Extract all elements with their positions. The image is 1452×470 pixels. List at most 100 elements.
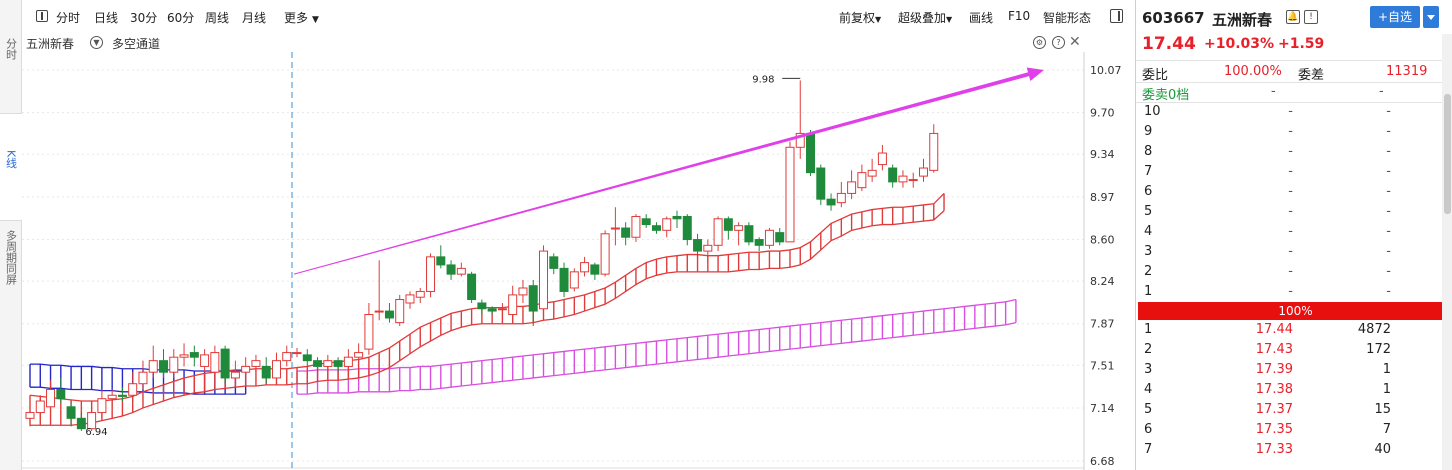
channel-pink-upper [297, 298, 1017, 372]
period-30min[interactable]: 30分 [130, 11, 158, 25]
candle-body [117, 394, 127, 397]
buy-level-price: 17.35 [1255, 422, 1293, 437]
kline-chart[interactable]: 10.07 9.70 9.34 8.97 8.60 8.24 7.87 7.51 7.14 6.6… [22, 52, 1130, 470]
candle-body [497, 308, 507, 311]
candle-body [703, 244, 713, 252]
alert-icon[interactable]: ! [1304, 10, 1318, 24]
sell-level-row[interactable]: 2 - - [1136, 264, 1442, 284]
sell-level-price: - [1288, 204, 1293, 219]
buy-level-row[interactable]: 2 17.43 172 [1136, 342, 1442, 362]
candle-body [56, 388, 66, 400]
sell-level-row[interactable]: 10 - - [1136, 104, 1442, 124]
sell-level-row[interactable]: 6 - - [1136, 184, 1442, 204]
candle-body [898, 175, 908, 183]
candle-body [816, 167, 826, 200]
candle-body [261, 365, 271, 379]
candle-body [508, 294, 518, 316]
channel-blue-lower [30, 386, 246, 395]
close-icon[interactable]: ✕ [1069, 34, 1081, 50]
add-watchlist-menu-icon[interactable] [1423, 6, 1439, 28]
settings-icon[interactable]: ⚙ [1033, 36, 1046, 49]
period-60min[interactable]: 60分 [167, 11, 195, 25]
buy-level-row[interactable]: 6 17.35 7 [1136, 422, 1442, 442]
adjust-menu[interactable]: 前复权▼ [839, 9, 881, 26]
buy-level-label: 7 [1144, 442, 1153, 457]
candle-body [138, 371, 148, 385]
candle-body [25, 412, 35, 419]
candle-body [580, 262, 590, 273]
candle-body [477, 302, 487, 310]
sell-level-row[interactable]: 9 - - [1136, 124, 1442, 144]
sell-level-row[interactable]: 5 - - [1136, 204, 1442, 224]
candle-body [374, 310, 384, 313]
candle-body [76, 417, 86, 430]
sell-level-row[interactable]: 4 - - [1136, 224, 1442, 244]
candle-body [426, 256, 436, 292]
tab-kline[interactable]: K线 [0, 113, 22, 221]
sell-level-row[interactable]: 3 - - [1136, 244, 1442, 264]
buy-level-row[interactable]: 4 17.38 1 [1136, 382, 1442, 402]
last-price: 17.44 [1142, 34, 1196, 54]
buy-level-volume: 4872 [1357, 322, 1391, 337]
add-watchlist-button[interactable]: +自选 [1370, 6, 1420, 28]
stock-name: 五洲新春 [1212, 11, 1273, 29]
buy-level-row[interactable]: 3 17.39 1 [1136, 362, 1442, 382]
sell-level-label: 7 [1144, 164, 1153, 179]
sell-level-row[interactable]: 8 - - [1136, 144, 1442, 164]
buy-level-row[interactable]: 1 17.44 4872 [1136, 322, 1442, 342]
layout-icon[interactable] [36, 10, 48, 22]
overlay-menu[interactable]: 超级叠加▼ [898, 9, 952, 26]
buy-level-row[interactable]: 5 17.37 15 [1136, 402, 1442, 422]
tab-fenshi[interactable]: 分时 [0, 36, 22, 80]
candle-body [857, 172, 867, 189]
more-menu[interactable]: 更多 ▼ [284, 9, 319, 26]
buy-level-price: 17.43 [1255, 342, 1293, 357]
period-day[interactable]: 日线 [94, 11, 119, 25]
candle-body [405, 294, 415, 304]
candle-body [682, 215, 692, 241]
sell-header-dash: - [1379, 84, 1384, 99]
candle-body [723, 218, 733, 231]
sell-header: 委卖0档 [1142, 88, 1190, 103]
sell-level-price: - [1288, 244, 1293, 259]
tab-multi-period[interactable]: 多周期同屏 [0, 228, 22, 328]
y-axis-label: 7.14 [1090, 402, 1115, 415]
candle-body [87, 412, 97, 430]
y-axis-label: 8.97 [1090, 191, 1115, 204]
f10-button[interactable]: F10 [1008, 9, 1031, 23]
channel-red-lower [30, 210, 945, 426]
dropdown-circle-icon[interactable]: ▼ [90, 36, 103, 49]
candle-body [313, 360, 323, 367]
buy-level-row[interactable]: 7 17.33 40 [1136, 442, 1442, 462]
bell-icon[interactable]: 🔔 [1286, 10, 1300, 24]
period-month[interactable]: 月线 [242, 11, 267, 25]
trend-arrow-shaft [293, 72, 1030, 275]
help-icon[interactable]: ? [1052, 36, 1065, 49]
panel-scrollbar[interactable] [1442, 34, 1452, 470]
candle-body [713, 218, 723, 246]
smart-pattern-button[interactable]: 智能形态 [1043, 11, 1092, 25]
sell-level-volume: - [1386, 204, 1391, 219]
candle-body [559, 267, 569, 292]
chevron-down-icon: ▼ [312, 15, 319, 25]
candle-body [734, 225, 744, 231]
candle-body [415, 290, 425, 298]
sell-level-row[interactable]: 1 - - [1136, 284, 1442, 304]
candle-body [744, 225, 754, 243]
draw-line-button[interactable]: 画线 [969, 11, 994, 25]
period-week[interactable]: 周线 [205, 11, 230, 25]
indicator-name[interactable]: 多空通道 [112, 37, 161, 51]
candle-body [456, 267, 466, 275]
sell-level-volume: - [1386, 144, 1391, 159]
sell-level-price: - [1288, 144, 1293, 159]
sell-level-price: - [1288, 124, 1293, 139]
toggle-panel-icon[interactable] [1110, 9, 1123, 23]
sell-level-row[interactable]: 7 - - [1136, 164, 1442, 184]
candle-body [395, 299, 405, 324]
candle-body [918, 167, 928, 177]
buy-level-label: 4 [1144, 382, 1153, 397]
candle-body [333, 360, 343, 367]
tab-fenshi-label: 分时 [4, 38, 18, 60]
period-fenshi[interactable]: 分时 [56, 11, 81, 25]
left-view-tabs: 分时 K线 多周期同屏 [0, 0, 22, 470]
